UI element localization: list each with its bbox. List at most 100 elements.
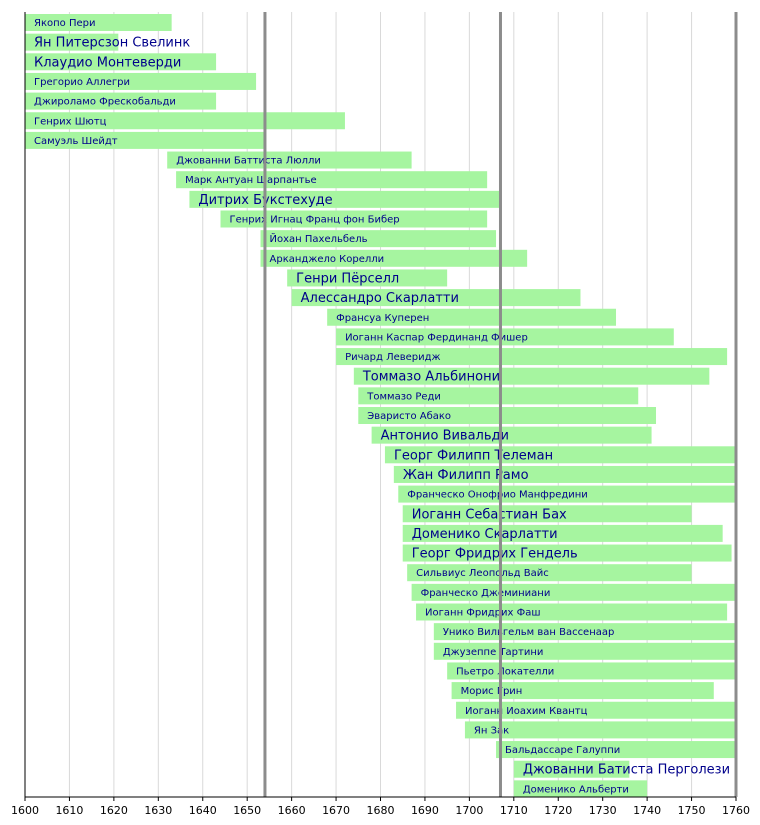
composer-bar: [456, 701, 736, 719]
x-tick-label: 1670: [322, 804, 350, 817]
composer-bar: [287, 269, 448, 287]
composer-label: Генри Пёрселл: [296, 271, 399, 286]
composer-bar: [513, 760, 630, 778]
composer-bars: Якопо Пери Ян Питерсзон Свелинк Клаудио Мо…: [25, 14, 736, 798]
composer-label: Грегорио Аллегри: [34, 77, 130, 88]
composer-bar: [25, 131, 265, 149]
composer-label: Джованни Баттиста Люлли: [176, 156, 321, 167]
composer-bar: [25, 33, 119, 51]
major-period-lines: [24, 12, 738, 797]
composer-bar: [167, 151, 412, 169]
composer-bar: [25, 14, 172, 31]
composer-label: Сильвиус Леопольд Вайс: [416, 568, 549, 579]
x-axis: 1600 1610 1620 1630 1640 1650 1660 1670 1680 1690…: [11, 796, 750, 817]
x-tick-label: 1620: [100, 804, 128, 817]
composer-bar: [464, 721, 736, 739]
x-tick-label: 1710: [500, 804, 528, 817]
composer-bar: [416, 603, 728, 621]
composer-bar: [291, 289, 581, 307]
composer-bar: [25, 92, 217, 110]
composer-label: Иоганн Иоахим Квантц: [465, 706, 588, 717]
composer-bar: [358, 407, 657, 424]
composer-label: Алессандро Скарлатти: [301, 291, 459, 306]
composer-label: Георг Филипп Телеман: [394, 448, 553, 463]
composer-label: Унико Вильгельм ван Вассенаар: [443, 627, 615, 638]
composer-bar: [260, 249, 528, 267]
composer-bar: [25, 72, 257, 90]
composer-label: Иоганн Себастиан Бах: [412, 507, 567, 522]
composer-label: Георг Фридрих Гендель: [412, 547, 578, 562]
composer-bar: [433, 642, 736, 660]
composer-bar: [393, 465, 736, 483]
composer-label: Франческо Онофрио Манфредини: [407, 490, 588, 501]
composer-label: Жан Филипп Рамо: [403, 468, 529, 483]
composer-bar: [189, 190, 501, 208]
composer-label: Йохан Пахельбель: [270, 232, 368, 245]
composer-label: Арканджело Корелли: [270, 254, 385, 265]
x-tick-label: 1740: [633, 804, 661, 817]
x-tick-label: 1600: [11, 804, 39, 817]
composer-bar: [451, 682, 714, 700]
x-tick-label: 1730: [589, 804, 617, 817]
composer-bar: [25, 53, 217, 71]
x-tick-label: 1640: [189, 804, 217, 817]
x-tick-label: 1750: [678, 804, 706, 817]
composer-bar: [327, 308, 617, 326]
composer-label: Ян Зак: [474, 725, 509, 736]
composer-label: Джованни Батиста Перголези: [523, 763, 730, 778]
composer-label: Клаудио Монтеверди: [34, 55, 181, 70]
x-tick-label: 1760: [722, 804, 750, 817]
composer-bar: [398, 485, 736, 503]
composer-label: Томмазо Реди: [366, 391, 441, 402]
composer-label: Ян Питерсзон Свелинк: [34, 36, 190, 51]
composer-label: Генрих Игнац Франц фон Бибер: [230, 215, 400, 226]
composer-label: Джузеппе Тартини: [443, 647, 544, 658]
composer-bar: [371, 426, 652, 444]
composer-bar: [220, 210, 488, 228]
composer-label: Морис Грин: [461, 686, 523, 697]
x-tick-label: 1650: [233, 804, 261, 817]
x-tick-label: 1680: [367, 804, 395, 817]
composer-label: Эваристо Абако: [367, 411, 451, 422]
x-tick-label: 1610: [55, 804, 83, 817]
composer-label: Самуэль Шейдт: [34, 136, 118, 147]
composer-label: Доменико Скарлатти: [412, 527, 558, 542]
composer-bar: [447, 662, 736, 680]
composer-bar: [433, 623, 736, 641]
composer-label: Томмазо Альбинони: [362, 370, 500, 385]
composer-label: Джироламо Фрескобальди: [34, 97, 176, 108]
composer-label: Иоганн Фридрих Фаш: [425, 608, 540, 619]
x-tick-label: 1630: [144, 804, 172, 817]
composer-label: Ричард Леверидж: [345, 352, 441, 363]
composer-label: Доменико Альберти: [523, 784, 629, 795]
composer-label: Якопо Пери: [34, 18, 95, 29]
composer-bar: [402, 505, 692, 523]
composer-bar: [496, 741, 736, 759]
composer-bar: [260, 230, 497, 248]
x-tick-label: 1660: [278, 804, 306, 817]
composer-bar: [176, 171, 488, 189]
composer-label: Генрих Шютц: [34, 116, 107, 127]
composer-label: Пьетро Локателли: [456, 666, 554, 677]
composer-bar: [402, 544, 732, 562]
composer-bar: [384, 446, 736, 464]
composer-label: Бальдассаре Галуппи: [505, 745, 620, 756]
composer-label: Франсуа Куперен: [336, 313, 429, 324]
composer-bar: [336, 328, 674, 346]
x-tick-label: 1720: [544, 804, 572, 817]
composer-bar: [407, 564, 692, 582]
composer-bar: [513, 780, 648, 798]
composer-bar: [353, 367, 710, 385]
x-tick-label: 1690: [411, 804, 439, 817]
x-tick-label: 1700: [455, 804, 483, 817]
composer-label: Франческо Джеминиани: [421, 588, 551, 599]
composer-bar: [411, 583, 736, 601]
composer-label: Иоганн Каспар Фердинанд Фишер: [345, 332, 528, 343]
composer-bar: [336, 348, 728, 366]
composer-label: Марк Антуан Шарпантье: [185, 175, 317, 186]
composer-bar: [402, 524, 723, 542]
composer-label: Антонио Вивальди: [381, 429, 509, 444]
composer-bar: [358, 387, 639, 405]
